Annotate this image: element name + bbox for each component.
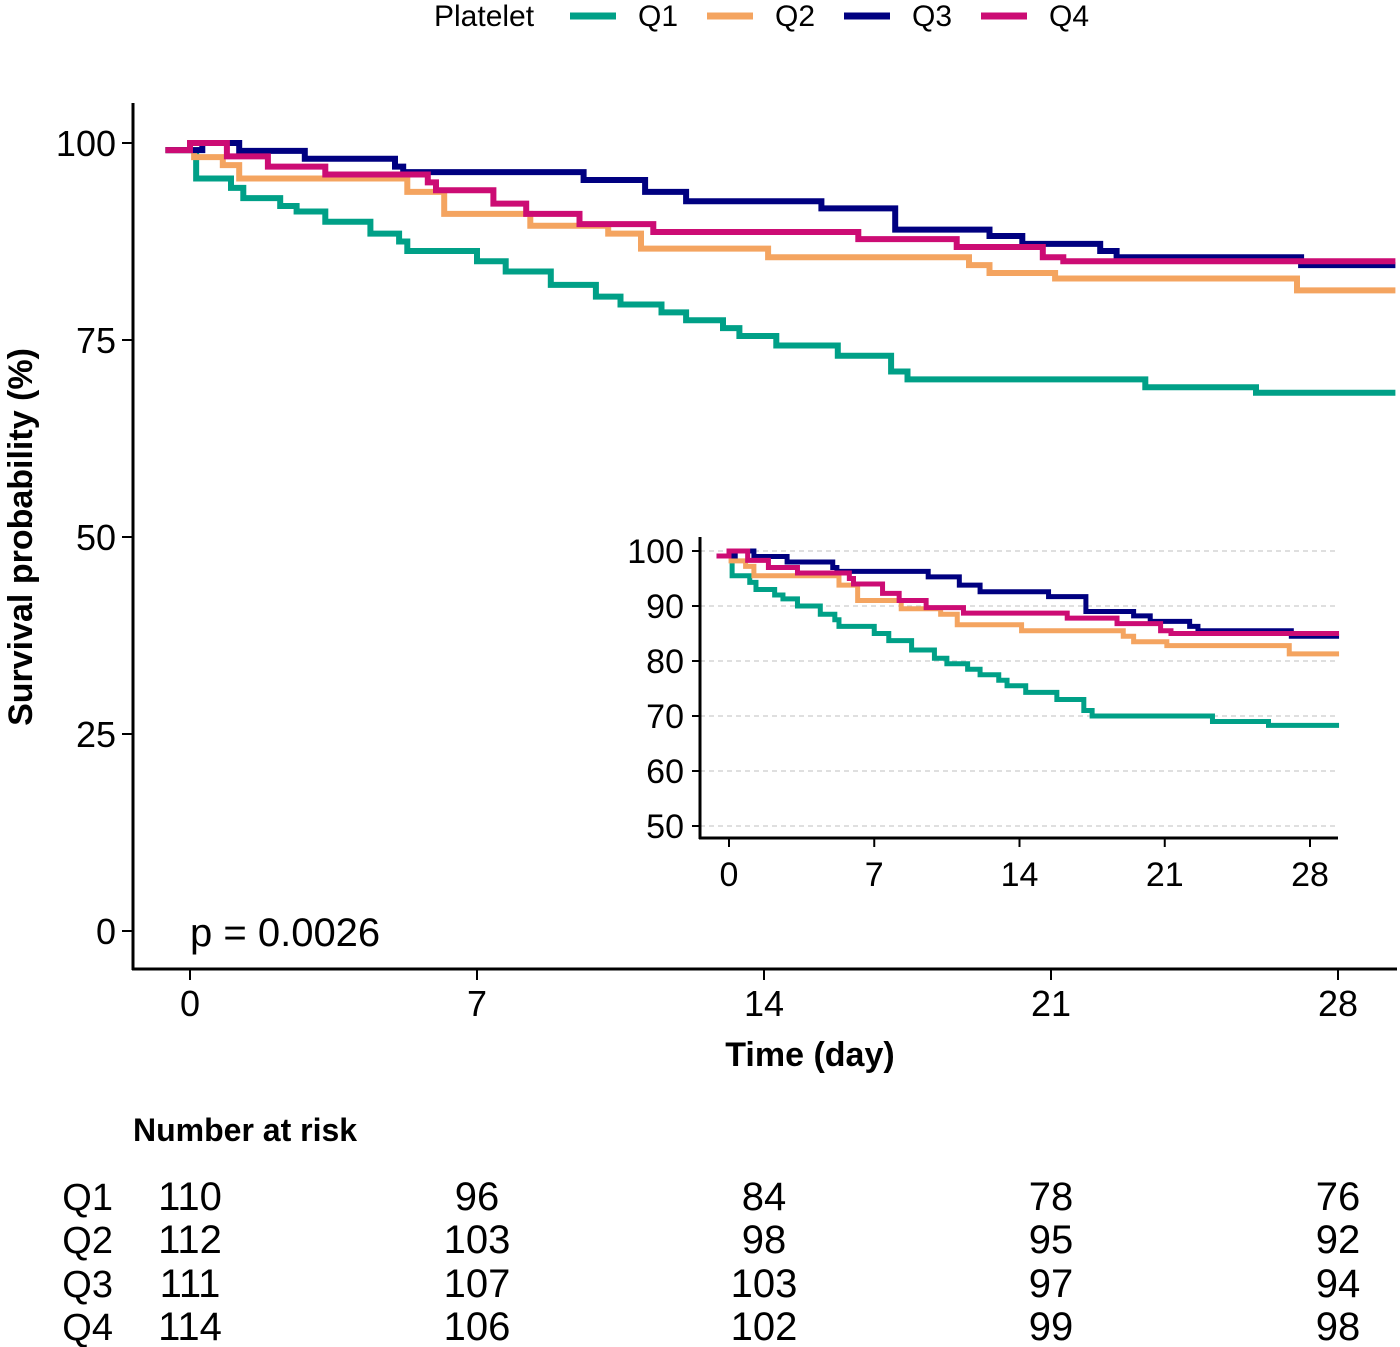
- risk-count: 96: [455, 1175, 500, 1219]
- risk-count: 114: [158, 1305, 222, 1347]
- x-axis-label: Time (day): [725, 1036, 894, 1074]
- risk-count: 111: [160, 1262, 221, 1306]
- risk-count: 99: [1029, 1305, 1074, 1347]
- legend-label-q3: Q3: [912, 0, 952, 33]
- inset-x-tick-label: 0: [720, 856, 739, 894]
- main-plot: Survival probability (%) Time (day) p = …: [2, 103, 1397, 1074]
- y-tick-label: 50: [76, 517, 116, 558]
- risk-count: 106: [444, 1305, 511, 1347]
- survival-curve-q2: [165, 147, 1396, 294]
- legend-label-q4: Q4: [1049, 0, 1089, 33]
- risk-count: 92: [1316, 1218, 1361, 1262]
- y-tick-label: 0: [96, 911, 116, 952]
- risk-count: 103: [444, 1218, 511, 1262]
- risk-count: 97: [1029, 1262, 1074, 1306]
- risk-count: 102: [731, 1305, 798, 1347]
- inset-curve-q2: [716, 553, 1340, 657]
- risk-row-label: Q1: [62, 1177, 113, 1219]
- survival-curve-q1: [165, 147, 1396, 396]
- risk-count: 78: [1029, 1175, 1074, 1219]
- x-tick-label: 14: [744, 983, 784, 1024]
- inset-curve-q4: [716, 548, 1340, 636]
- risk-count: 110: [158, 1175, 222, 1219]
- inset-x-tick-label: 14: [1001, 856, 1039, 894]
- legend-label-q2: Q2: [775, 0, 815, 33]
- risk-count: 98: [1316, 1305, 1361, 1347]
- x-tick-label: 7: [467, 983, 487, 1024]
- risk-count: 112: [158, 1218, 222, 1262]
- risk-row-label: Q2: [62, 1220, 113, 1262]
- inset-curve-q1: [716, 553, 1340, 728]
- inset-x-tick-label: 28: [1291, 856, 1329, 894]
- risk-row-label: Q4: [62, 1307, 113, 1347]
- inset-y-tick-label: 50: [646, 808, 684, 846]
- inset-y-tick-label: 70: [646, 698, 684, 736]
- inset-y-tick-label: 90: [646, 588, 684, 626]
- risk-count: 94: [1316, 1262, 1361, 1306]
- inset-plot: 50 60 70 80 90 100 0 7 14 21 28: [627, 533, 1340, 894]
- risk-count: 95: [1029, 1218, 1074, 1262]
- y-tick-label: 100: [56, 123, 116, 164]
- y-tick-label: 75: [76, 320, 116, 361]
- inset-x-tick-label: 7: [865, 856, 884, 894]
- x-tick-label: 21: [1031, 983, 1071, 1024]
- risk-table-title: Number at risk: [133, 1112, 357, 1148]
- legend-title: Platelet: [434, 0, 535, 33]
- inset-y-tick-label: 80: [646, 643, 684, 681]
- risk-row-label: Q3: [62, 1264, 113, 1306]
- risk-count: 98: [742, 1218, 787, 1262]
- risk-count: 107: [444, 1262, 511, 1306]
- inset-curve-q3: [716, 548, 1340, 639]
- risk-count: 76: [1316, 1175, 1361, 1219]
- survival-curve-q4: [165, 140, 1396, 265]
- risk-count: 84: [742, 1175, 787, 1219]
- risk-count: 103: [731, 1262, 798, 1306]
- inset-y-tick-label: 100: [627, 533, 684, 571]
- legend-label-q1: Q1: [638, 0, 678, 33]
- p-value-annotation: p = 0.0026: [190, 911, 380, 955]
- survival-curve-q3: [165, 140, 1396, 269]
- legend: Platelet Q1 Q2 Q3 Q4: [434, 0, 1089, 33]
- inset-x-tick-label: 21: [1146, 856, 1184, 894]
- y-axis-label: Survival probability (%): [2, 348, 40, 726]
- x-tick-label: 0: [180, 983, 200, 1024]
- x-tick-label: 28: [1318, 983, 1358, 1024]
- y-tick-label: 25: [76, 714, 116, 755]
- inset-y-tick-label: 60: [646, 753, 684, 791]
